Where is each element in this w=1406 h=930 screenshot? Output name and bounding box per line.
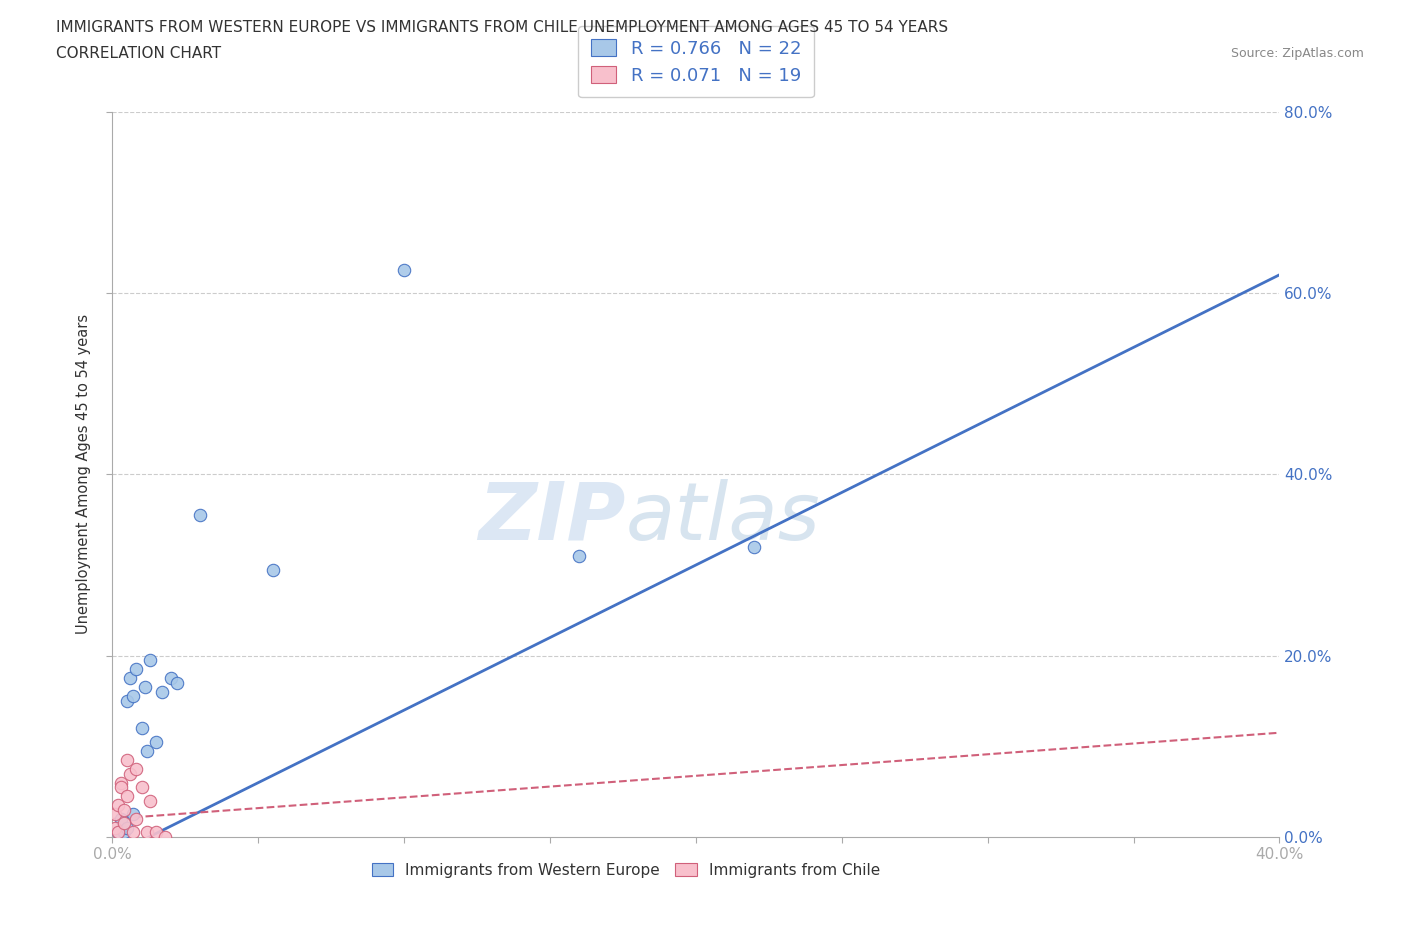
Point	[153, 830, 176, 844]
Y-axis label: Unemployment Among Ages 45 to 54 years: Unemployment Among Ages 45 to 54 years	[76, 314, 91, 634]
Point	[122, 825, 145, 840]
Point	[118, 671, 141, 685]
Point	[110, 776, 132, 790]
Point	[122, 807, 145, 822]
Point	[145, 825, 167, 840]
Point	[136, 743, 159, 758]
Point	[188, 508, 211, 523]
Point	[742, 539, 765, 554]
Point	[118, 766, 141, 781]
Point	[136, 825, 159, 840]
Point	[160, 671, 183, 685]
Point	[134, 680, 156, 695]
Point	[122, 689, 145, 704]
Point	[115, 789, 138, 804]
Text: IMMIGRANTS FROM WESTERN EUROPE VS IMMIGRANTS FROM CHILE UNEMPLOYMENT AMONG AGES : IMMIGRANTS FROM WESTERN EUROPE VS IMMIGR…	[56, 20, 949, 35]
Point	[112, 816, 135, 830]
Text: Source: ZipAtlas.com: Source: ZipAtlas.com	[1230, 46, 1364, 60]
Point	[166, 675, 188, 690]
Point	[112, 825, 135, 840]
Point	[125, 762, 148, 777]
Point	[145, 735, 167, 750]
Point	[139, 653, 162, 668]
Point	[125, 662, 148, 677]
Point	[115, 820, 138, 835]
Point	[107, 825, 129, 840]
Point	[107, 798, 129, 813]
Point	[394, 263, 416, 278]
Legend: Immigrants from Western Europe, Immigrants from Chile: Immigrants from Western Europe, Immigran…	[366, 857, 886, 884]
Point	[115, 752, 138, 767]
Point	[107, 825, 129, 840]
Text: ZIP: ZIP	[478, 479, 626, 557]
Text: atlas: atlas	[626, 479, 821, 557]
Point	[110, 811, 132, 827]
Point	[104, 820, 127, 835]
Text: CORRELATION CHART: CORRELATION CHART	[56, 46, 221, 61]
Point	[131, 721, 153, 736]
Point	[110, 779, 132, 794]
Point	[139, 793, 162, 808]
Point	[131, 779, 153, 794]
Point	[150, 684, 173, 699]
Point	[262, 562, 284, 577]
Point	[115, 694, 138, 709]
Point	[568, 549, 591, 564]
Point	[125, 811, 148, 827]
Point	[104, 807, 127, 822]
Point	[112, 803, 135, 817]
